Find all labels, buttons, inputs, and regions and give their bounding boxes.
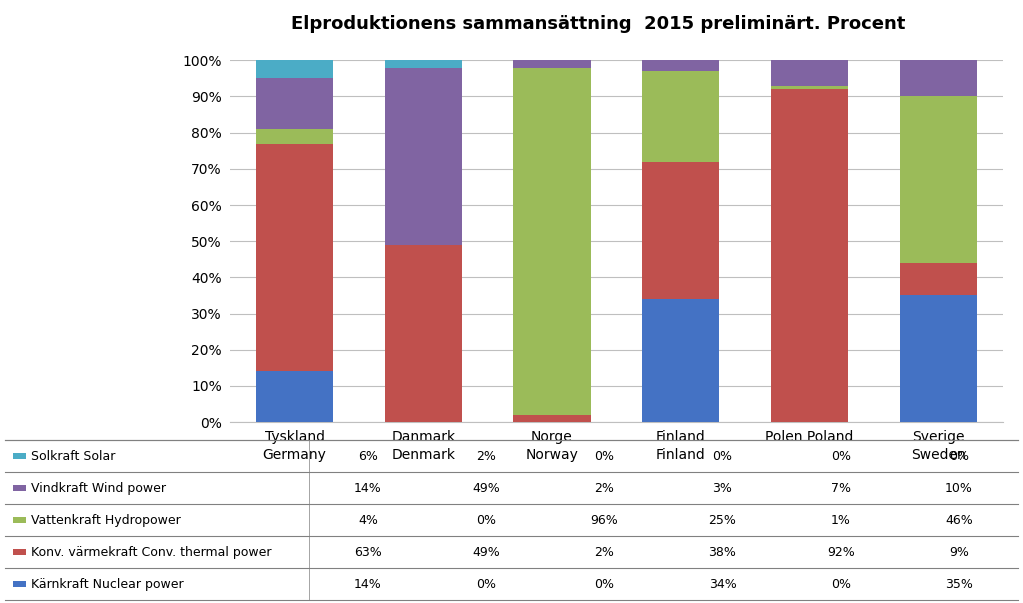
Bar	[899, 295, 977, 422]
Text: 0%: 0%	[712, 450, 732, 463]
Text: 49%: 49%	[473, 482, 500, 494]
Bar	[771, 60, 848, 86]
Bar	[13, 549, 27, 555]
Text: 34%: 34%	[709, 578, 737, 590]
Bar	[514, 68, 590, 415]
Text: 6%: 6%	[358, 450, 377, 463]
Text: Elproduktionens sammansättning  2015 preliminärt. Procent: Elproduktionens sammansättning 2015 prel…	[292, 15, 905, 33]
Bar	[256, 78, 333, 129]
Text: Vindkraft Wind power: Vindkraft Wind power	[32, 482, 167, 494]
Bar	[899, 263, 977, 295]
Text: 9%: 9%	[949, 546, 969, 558]
Text: 2%: 2%	[594, 482, 614, 494]
Bar	[642, 60, 719, 71]
Text: 0%: 0%	[831, 450, 851, 463]
Bar	[13, 453, 27, 459]
Bar	[385, 68, 461, 245]
Bar	[514, 60, 590, 68]
Text: 1%: 1%	[831, 514, 850, 526]
Text: 35%: 35%	[945, 578, 973, 590]
Text: 63%: 63%	[354, 546, 382, 558]
Text: 38%: 38%	[709, 546, 737, 558]
Bar	[385, 245, 461, 422]
Bar	[771, 89, 848, 422]
Text: 49%: 49%	[473, 546, 500, 558]
Bar	[256, 129, 333, 144]
Text: Konv. värmekraft Conv. thermal power: Konv. värmekraft Conv. thermal power	[32, 546, 272, 558]
Bar	[256, 57, 333, 78]
Text: 2%: 2%	[477, 450, 496, 463]
Text: 4%: 4%	[358, 514, 377, 526]
Text: Vattenkraft Hydropower: Vattenkraft Hydropower	[32, 514, 181, 526]
Text: 7%: 7%	[831, 482, 851, 494]
Bar	[771, 86, 848, 89]
Bar	[13, 581, 27, 587]
Bar	[13, 485, 27, 491]
Text: 0%: 0%	[476, 578, 496, 590]
Text: 0%: 0%	[476, 514, 496, 526]
Text: 0%: 0%	[594, 450, 615, 463]
Bar	[256, 144, 333, 371]
Bar	[899, 60, 977, 96]
Text: 2%: 2%	[594, 546, 614, 558]
Text: 10%: 10%	[945, 482, 973, 494]
Bar	[514, 415, 590, 422]
Bar	[642, 162, 719, 299]
Bar	[385, 60, 461, 68]
Bar	[13, 517, 27, 523]
Bar	[256, 371, 333, 422]
Text: 14%: 14%	[354, 578, 382, 590]
Text: 0%: 0%	[948, 450, 969, 463]
Text: 46%: 46%	[945, 514, 973, 526]
Text: 96%: 96%	[590, 514, 618, 526]
Text: Kärnkraft Nuclear power: Kärnkraft Nuclear power	[32, 578, 184, 590]
Bar	[642, 71, 719, 162]
Text: 3%: 3%	[713, 482, 732, 494]
Bar	[642, 299, 719, 422]
Text: Solkraft Solar: Solkraft Solar	[32, 450, 116, 463]
Text: 25%: 25%	[709, 514, 737, 526]
Text: 0%: 0%	[594, 578, 615, 590]
Text: 14%: 14%	[354, 482, 382, 494]
Text: 0%: 0%	[831, 578, 851, 590]
Bar	[899, 96, 977, 263]
Text: 92%: 92%	[827, 546, 854, 558]
